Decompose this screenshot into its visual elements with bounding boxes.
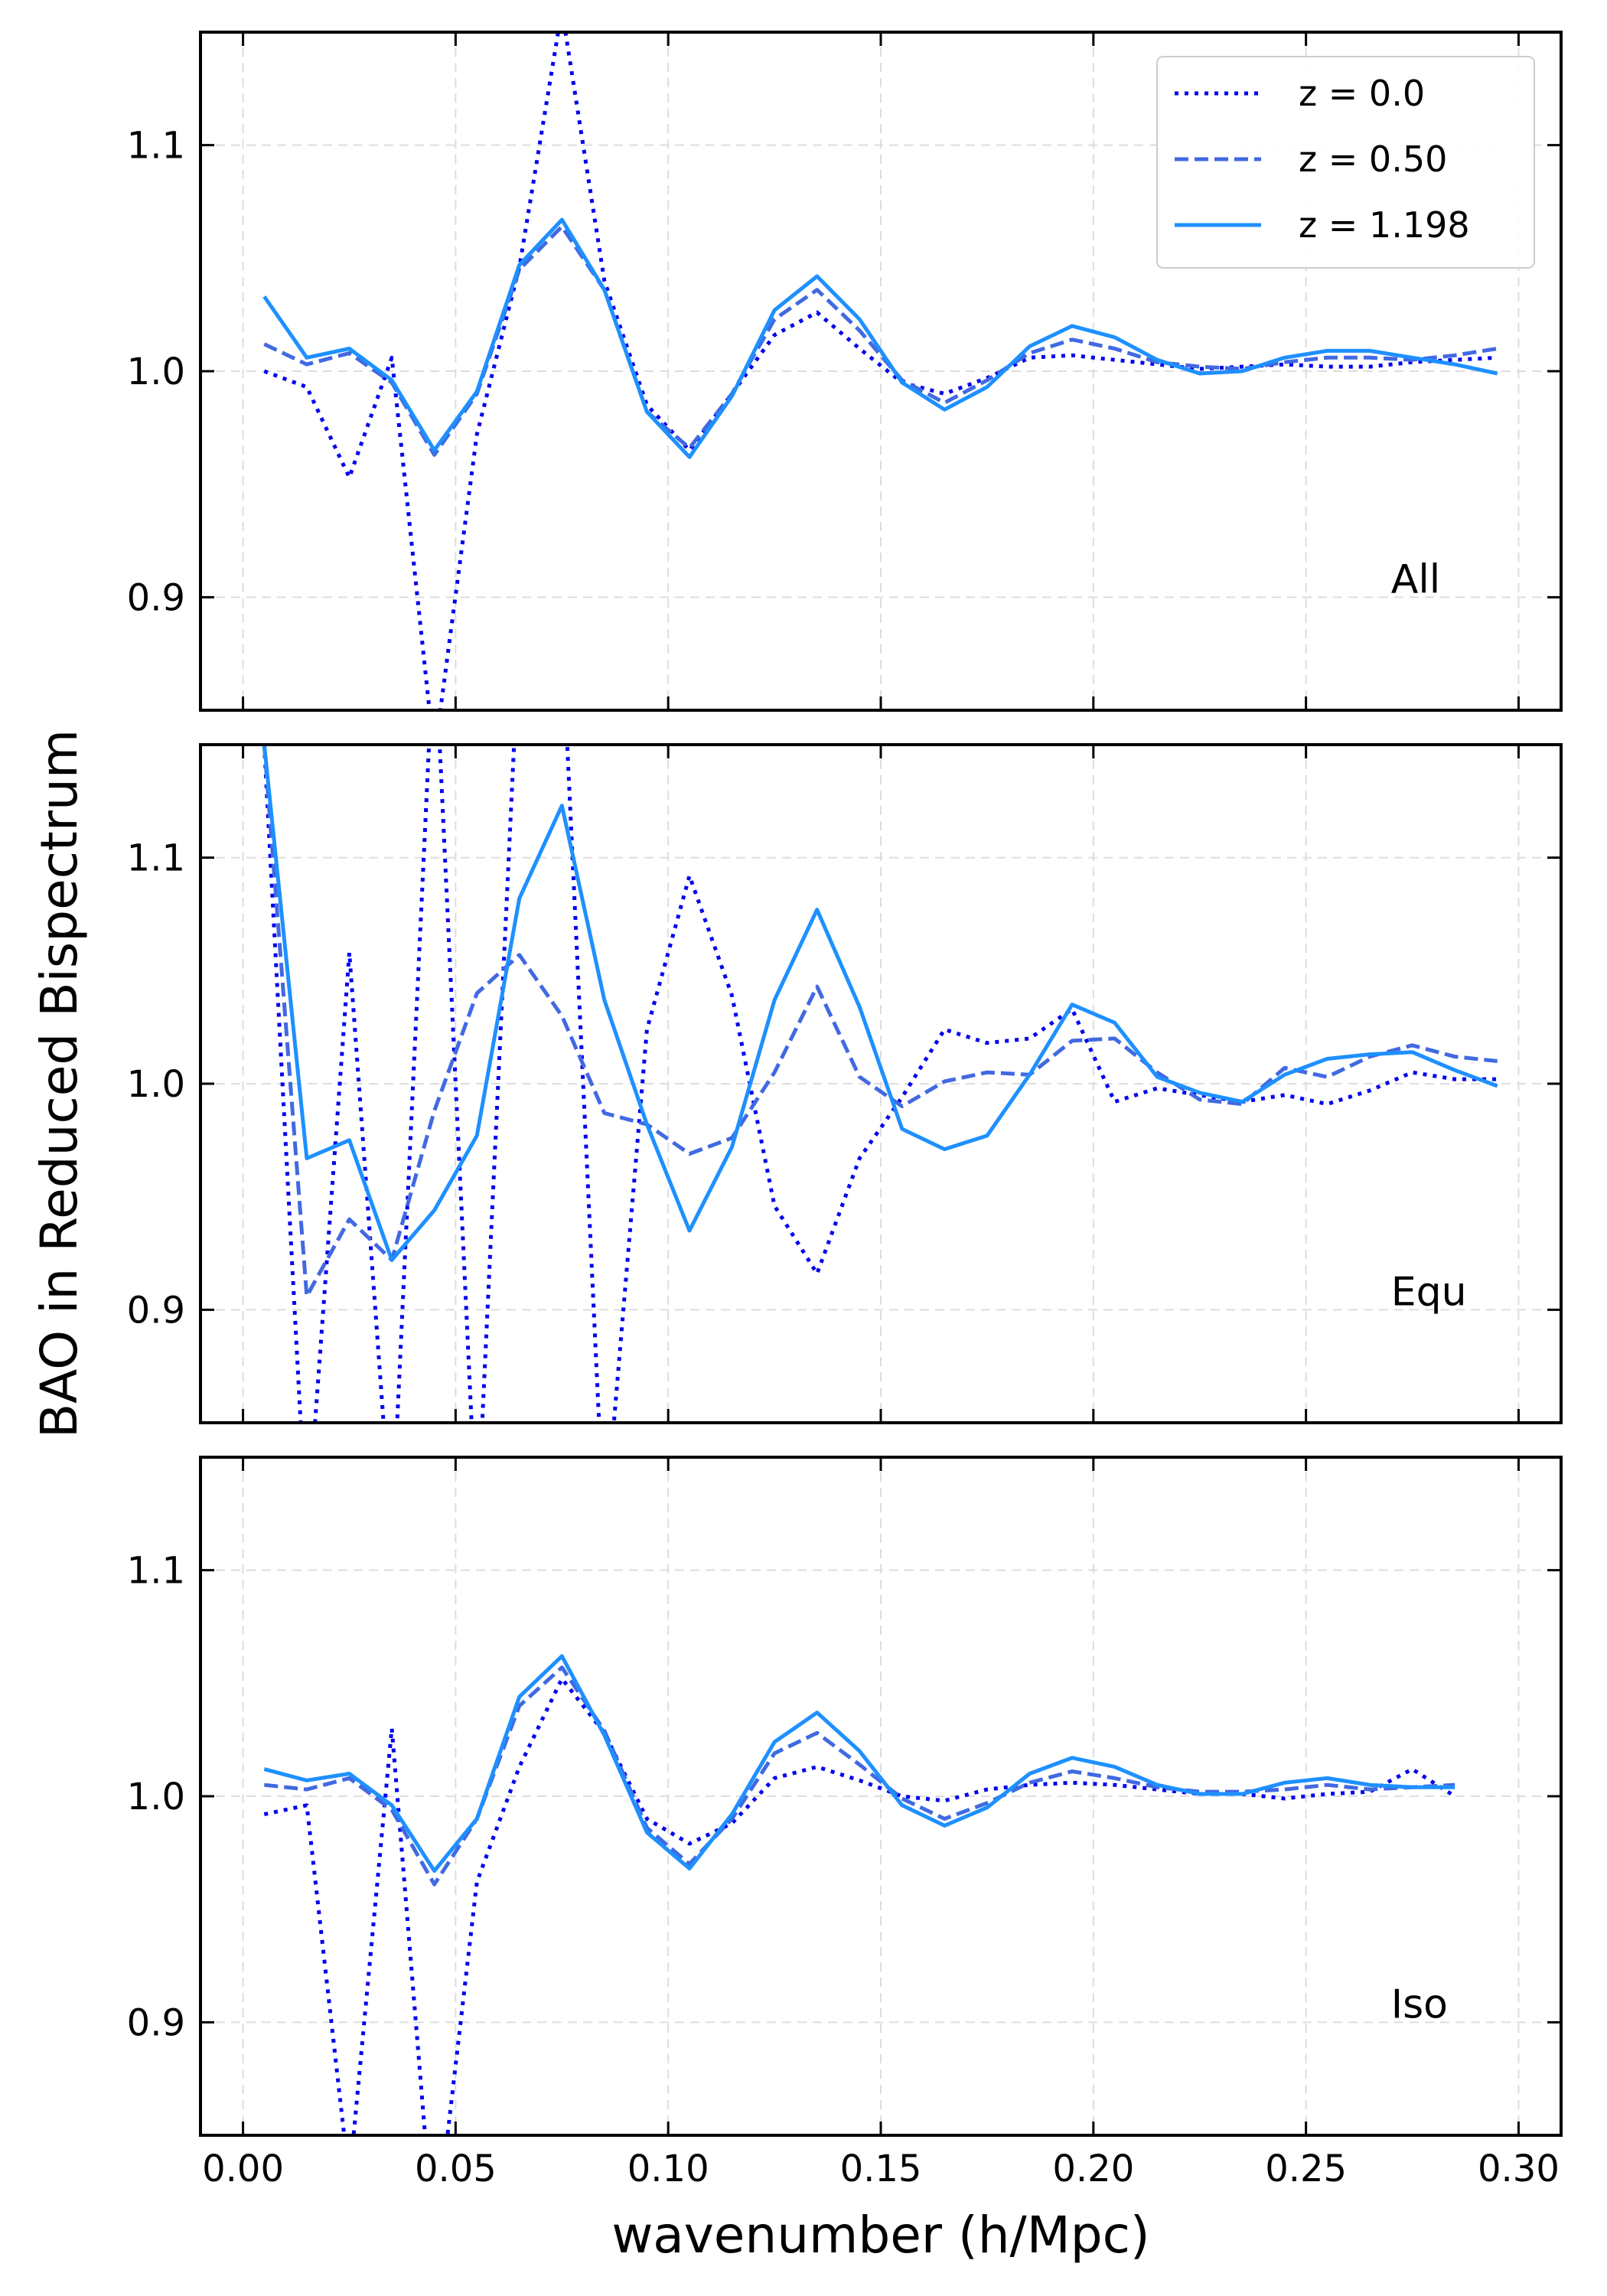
x-tick-label: 0.15: [840, 2148, 922, 2190]
series-line-z0: [263, 32, 1498, 710]
panel-iso: 0.9 1.0 1.1 0.00 0.05 0.10 0.15 0.20 0.25 0.30 Iso: [127, 1456, 1563, 2190]
x-axis-title: wavenumber (h/Mpc): [611, 2206, 1149, 2265]
x-tick-label: 0.00: [202, 2148, 284, 2190]
x-tick-label: 0.10: [627, 2148, 709, 2190]
panel-label: Iso: [1391, 1981, 1448, 2027]
y-axis-title: BAO in Reduced Bispectrum: [30, 729, 89, 1438]
y-tick-label: 0.9: [127, 1289, 185, 1332]
legend-label-z0: z = 0.0: [1299, 73, 1425, 114]
y-tick-label: 1.1: [127, 1550, 185, 1593]
panel-label: Equ: [1391, 1269, 1467, 1315]
series-line-z0: [262, 745, 1498, 1423]
x-tick-label: 0.30: [1478, 2148, 1560, 2190]
panels-layer: 0.9 1.0 1.1 All 0.9 1.0 1.1 Equ 0.9 1.0 1.1 0.00 0.0…: [127, 31, 1563, 2190]
panel-all: 0.9 1.0 1.1 All: [127, 31, 1563, 712]
x-tick-label: 0.20: [1052, 2148, 1134, 2190]
legend: z = 0.0 z = 0.50 z = 1.198: [1156, 56, 1535, 269]
series-line-z1198: [262, 745, 1498, 1262]
series-line-z1198: [262, 217, 1498, 459]
series-line-z0: [263, 1676, 1456, 2135]
series-line-z1198: [263, 1654, 1455, 1873]
series-group: [262, 32, 1498, 710]
series-line-z050: [264, 1665, 1455, 1887]
x-tick-label: 0.25: [1265, 2148, 1347, 2190]
y-tick-label: 1.0: [127, 1063, 185, 1106]
y-tick-label: 1.0: [127, 351, 185, 393]
legend-label-z1198: z = 1.198: [1299, 204, 1470, 246]
panel-equ: 0.9 1.0 1.1 Equ: [127, 743, 1563, 1424]
y-tick-label: 0.9: [127, 576, 185, 619]
x-tick-label: 0.05: [415, 2148, 497, 2190]
series-group: [262, 745, 1498, 1423]
series-line-z050: [262, 745, 1498, 1299]
y-tick-label: 1.0: [127, 1776, 185, 1818]
legend-label-z050: z = 0.50: [1299, 139, 1447, 180]
panel-label: All: [1391, 556, 1440, 602]
series-group: [263, 1654, 1456, 2135]
y-tick-label: 1.1: [127, 837, 185, 880]
y-tick-label: 1.1: [127, 125, 185, 168]
y-tick-label: 0.9: [127, 2001, 185, 2044]
legend-box: [1156, 56, 1535, 269]
